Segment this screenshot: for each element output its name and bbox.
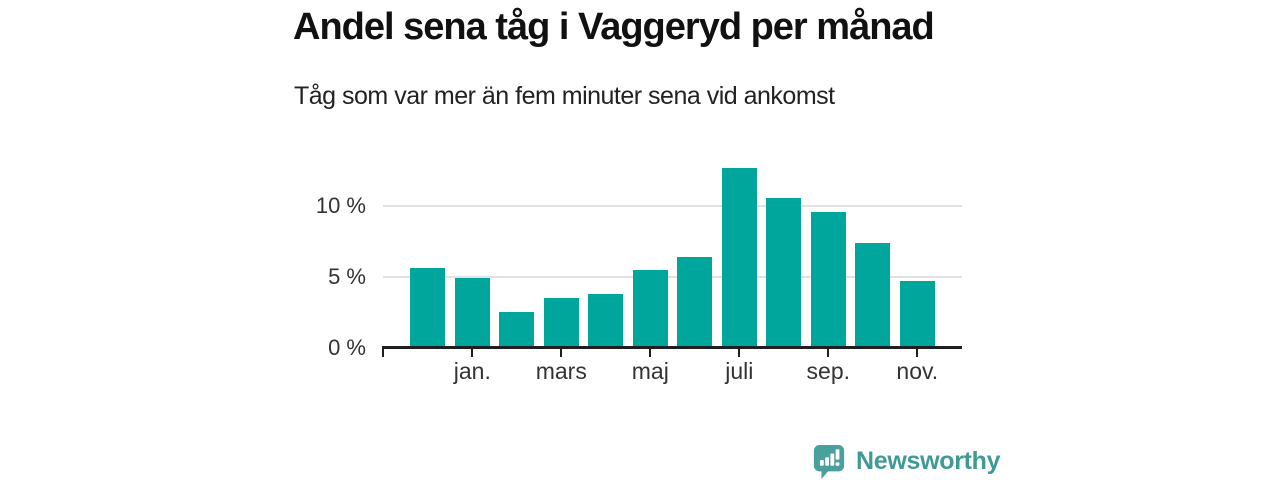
bar-juli bbox=[721, 167, 757, 348]
bar-maj bbox=[632, 269, 668, 348]
x-axis-label: mars bbox=[535, 358, 587, 384]
axis-tick-jan. bbox=[471, 348, 474, 357]
newsworthy-logo-icon bbox=[813, 444, 845, 479]
x-axis-label: maj bbox=[631, 358, 669, 384]
x-axis-line bbox=[382, 346, 962, 349]
axis-start-tick bbox=[382, 348, 384, 357]
bar-sep. bbox=[810, 211, 846, 348]
bar-nov. bbox=[899, 280, 935, 348]
bar-okt. bbox=[855, 242, 891, 348]
axis-tick-nov. bbox=[916, 348, 919, 357]
bar-juni bbox=[677, 256, 713, 348]
axis-tick-maj bbox=[649, 348, 652, 357]
brand-footer: Newsworthy bbox=[812, 443, 1001, 479]
bar-aug. bbox=[766, 197, 802, 348]
x-axis-label: nov. bbox=[896, 358, 939, 384]
axis-tick-sep. bbox=[827, 348, 830, 357]
axis-tick-mars bbox=[560, 348, 563, 357]
bar-mars bbox=[543, 297, 579, 348]
bar-feb. bbox=[499, 312, 535, 348]
bar-jan. bbox=[454, 278, 490, 348]
chart-title: Andel sena tåg i Vaggeryd per månad bbox=[293, 6, 935, 48]
bar-apr. bbox=[588, 293, 624, 348]
bar-dec. bbox=[410, 268, 446, 348]
y-axis-label: 0 % bbox=[328, 334, 366, 360]
chart-subtitle: Tåg som var mer än fem minuter sena vid … bbox=[294, 82, 835, 110]
gridline-10 bbox=[383, 205, 962, 207]
gridline-5 bbox=[383, 275, 962, 278]
x-axis-label: juli bbox=[725, 358, 754, 384]
axis-tick-juli bbox=[738, 348, 741, 357]
x-axis-label: sep. bbox=[806, 358, 851, 384]
x-axis-label: jan. bbox=[453, 358, 491, 384]
brand-name: Newsworthy bbox=[856, 447, 1001, 475]
y-axis-label: 10 % bbox=[315, 193, 366, 218]
y-axis-label: 5 % bbox=[328, 263, 366, 289]
